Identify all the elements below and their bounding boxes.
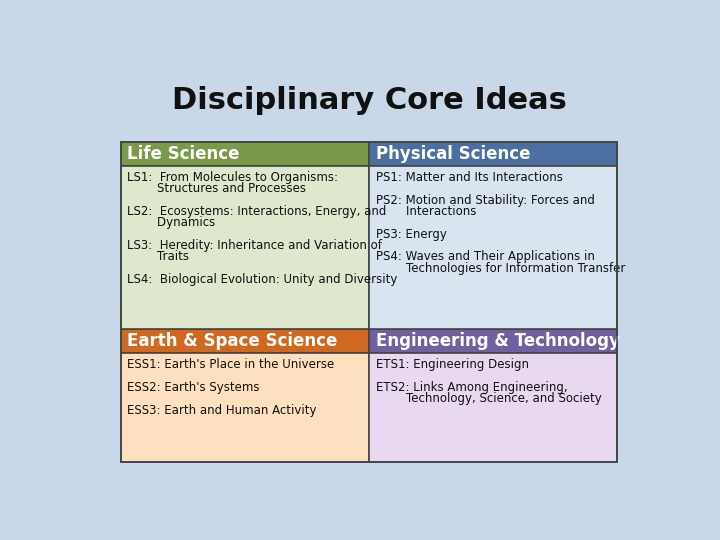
Text: LS4:  Biological Evolution: Unity and Diversity: LS4: Biological Evolution: Unity and Div… bbox=[127, 273, 397, 286]
Text: ESS2: Earth's Systems: ESS2: Earth's Systems bbox=[127, 381, 260, 394]
Text: Dynamics: Dynamics bbox=[127, 217, 215, 230]
Bar bbox=[369, 353, 617, 462]
Text: Interactions: Interactions bbox=[376, 205, 476, 218]
Bar bbox=[121, 166, 369, 329]
Text: Disciplinary Core Ideas: Disciplinary Core Ideas bbox=[171, 86, 567, 114]
Text: PS2: Motion and Stability: Forces and: PS2: Motion and Stability: Forces and bbox=[376, 193, 595, 207]
Bar bbox=[369, 329, 617, 353]
Bar bbox=[121, 353, 369, 462]
Bar bbox=[121, 141, 369, 166]
Text: ESS3: Earth and Human Activity: ESS3: Earth and Human Activity bbox=[127, 403, 317, 416]
Bar bbox=[369, 141, 617, 166]
Text: Technology, Science, and Society: Technology, Science, and Society bbox=[376, 392, 601, 405]
Text: PS1: Matter and Its Interactions: PS1: Matter and Its Interactions bbox=[376, 171, 562, 184]
Text: Technologies for Information Transfer: Technologies for Information Transfer bbox=[376, 262, 625, 275]
Text: Physical Science: Physical Science bbox=[376, 145, 530, 163]
Text: LS3:  Heredity: Inheritance and Variation of: LS3: Heredity: Inheritance and Variation… bbox=[127, 239, 382, 252]
Text: Structures and Processes: Structures and Processes bbox=[127, 182, 307, 195]
Text: Engineering & Technology: Engineering & Technology bbox=[376, 332, 620, 350]
Text: PS3: Energy: PS3: Energy bbox=[376, 228, 446, 241]
Text: Traits: Traits bbox=[127, 251, 189, 264]
Bar bbox=[369, 166, 617, 329]
Text: ETS2: Links Among Engineering,: ETS2: Links Among Engineering, bbox=[376, 381, 567, 394]
Text: LS2:  Ecosystems: Interactions, Energy, and: LS2: Ecosystems: Interactions, Energy, a… bbox=[127, 205, 387, 218]
Text: PS4: Waves and Their Applications in: PS4: Waves and Their Applications in bbox=[376, 251, 595, 264]
Bar bbox=[121, 329, 369, 353]
Text: Life Science: Life Science bbox=[127, 145, 240, 163]
Text: ETS1: Engineering Design: ETS1: Engineering Design bbox=[376, 358, 528, 371]
Text: LS1:  From Molecules to Organisms:: LS1: From Molecules to Organisms: bbox=[127, 171, 338, 184]
Text: ESS1: Earth's Place in the Universe: ESS1: Earth's Place in the Universe bbox=[127, 358, 335, 371]
Bar bbox=[121, 141, 617, 462]
Text: Earth & Space Science: Earth & Space Science bbox=[127, 332, 338, 350]
